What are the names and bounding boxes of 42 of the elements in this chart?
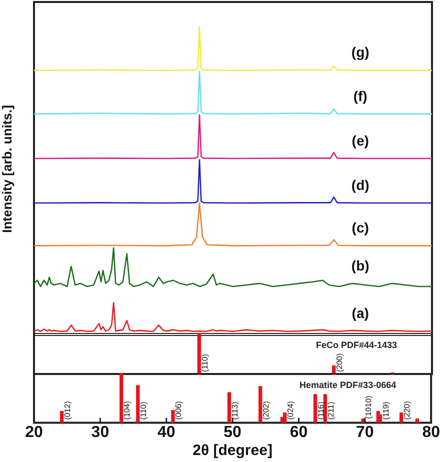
annotation: (110) [139,401,148,420]
x-tick-label: 50 [224,424,242,441]
bar [378,414,382,423]
series-label: (g) [351,44,370,60]
annotation: (104) [122,400,132,420]
bar [399,412,404,423]
annotation: (200) [335,352,344,372]
annotation: (220) [402,400,412,420]
bar [136,385,140,423]
bar [258,386,262,423]
series-label: (c) [352,220,369,236]
y-axis-title: Intensity [arb. units.] [0,105,14,233]
bar [120,373,124,423]
x-axis-title: 2θ [degree] [192,442,272,460]
bar [313,394,318,423]
x-tick-label: 30 [91,424,110,441]
annotation: (211) [326,401,336,420]
annotation: (1010) [364,395,374,419]
annotation: (024) [286,400,296,420]
x-tick-label: 40 [157,424,176,441]
series-label: (b) [351,257,370,274]
bar [283,412,287,423]
series-label: (a) [352,304,369,321]
bar [227,392,232,423]
x-tick-label: 80 [422,424,440,441]
annotation: (116) [316,401,326,420]
text: FeCo PDF#44-1433 [316,340,397,350]
x-tick-label: 60 [290,424,308,441]
annotation: (202) [262,400,271,420]
annotation: (012) [63,400,72,420]
text: Hematite PDF#33-0664 [300,380,396,390]
annotation: (113) [230,401,240,420]
series-label: (e) [352,132,369,148]
x-tick-label: 70 [356,424,374,441]
annotation: (006) [174,400,184,420]
bar [171,410,175,423]
series-label: (d) [351,176,370,193]
x-tick-label: 20 [25,424,43,441]
annotation: (110) [200,354,210,372]
annotation: (119) [381,401,390,420]
series-label: (f) [353,88,368,104]
bar [60,411,64,423]
